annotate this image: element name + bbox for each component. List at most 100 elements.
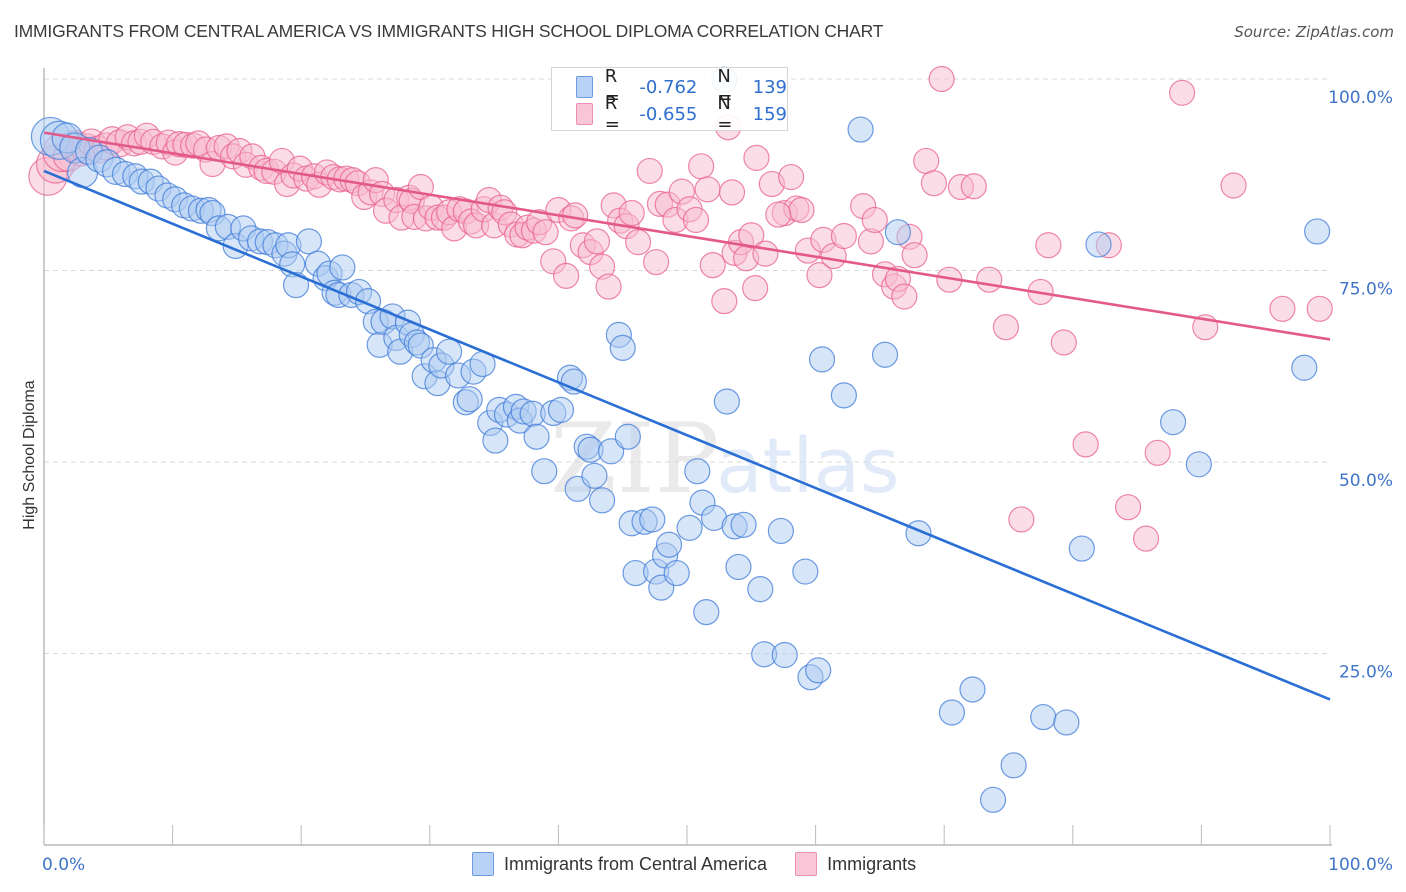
data-point: [742, 275, 769, 302]
data-point: [913, 147, 940, 175]
r-label: R =: [604, 66, 620, 108]
data-point: [1291, 354, 1318, 381]
r-value: -0.655: [639, 103, 698, 125]
legend-swatch-blue: [472, 852, 494, 876]
data-point: [847, 116, 874, 143]
data-point: [928, 65, 955, 93]
data-point: [861, 206, 888, 234]
data-point: [1035, 232, 1062, 259]
legend-swatch-pink: [576, 103, 593, 125]
data-point: [1160, 409, 1187, 436]
data-point: [1085, 231, 1112, 258]
legend-item-central-america[interactable]: Immigrants from Central America: [472, 852, 767, 876]
data-point: [830, 222, 857, 250]
data-point: [282, 271, 310, 299]
axes: [43, 68, 1332, 846]
y-tick-label: 25.0%: [1339, 663, 1393, 683]
data-point: [643, 248, 670, 276]
data-point: [560, 368, 587, 395]
data-point: [711, 288, 738, 315]
data-point: [743, 144, 770, 171]
data-point: [583, 228, 611, 255]
x-tick-labels: 0.0% 100.0%: [42, 855, 1393, 875]
data-point: [747, 576, 774, 603]
data-point: [767, 517, 794, 545]
trend-line-central-america: [43, 169, 1331, 701]
data-point: [435, 338, 463, 365]
chart-title: IMMIGRANTS FROM CENTRAL AMERICA VS IMMIG…: [14, 21, 884, 41]
data-point: [1133, 525, 1160, 552]
data-point: [884, 219, 912, 246]
data-point: [625, 229, 652, 256]
r-label: R =: [604, 93, 620, 135]
n-value: 159: [752, 103, 787, 125]
x-tick-label-max: 100.0%: [1328, 855, 1393, 875]
stats-legend: R = -0.762 N = 139 R = -0.655 N = 159: [551, 66, 788, 135]
legend-swatch-pink: [795, 852, 818, 876]
data-point: [808, 346, 836, 373]
data-point: [1144, 439, 1171, 466]
data-point: [938, 699, 966, 726]
data-point: [765, 201, 792, 228]
y-axis-label: High School Diploma: [21, 380, 38, 530]
data-point: [806, 261, 833, 289]
data-point: [523, 423, 550, 450]
data-point: [609, 334, 636, 361]
data-point: [979, 786, 1007, 813]
legend-label: Immigrants from Central America: [504, 853, 768, 874]
y-tick-label: 100.0%: [1328, 88, 1393, 108]
data-point: [1185, 451, 1212, 478]
x-tick-label-min: 0.0%: [42, 855, 85, 875]
data-point: [891, 283, 918, 310]
data-point: [976, 266, 1003, 293]
data-point: [598, 438, 625, 465]
legend-label: Immigrants: [827, 853, 917, 874]
data-point: [618, 199, 645, 227]
data-point: [688, 153, 715, 180]
data-point: [959, 676, 986, 703]
data-point: [676, 514, 703, 541]
legend-item-immigrants[interactable]: Immigrants: [795, 852, 916, 876]
stats-row-immigrants: R = -0.655 N = 159: [576, 93, 787, 135]
data-point: [482, 427, 509, 454]
data-point: [805, 657, 832, 684]
data-point: [725, 553, 752, 581]
data-point: [682, 206, 710, 234]
legend-swatch-blue: [576, 76, 593, 98]
data-point: [614, 423, 641, 450]
data-point: [663, 559, 690, 587]
data-point: [792, 558, 819, 585]
data-point: [718, 179, 746, 206]
data-point: [694, 176, 721, 203]
data-point: [547, 396, 575, 424]
data-point: [960, 173, 987, 200]
data-point: [1053, 709, 1080, 736]
data-point: [329, 254, 356, 281]
data-point: [1050, 329, 1077, 356]
data-point: [713, 388, 740, 415]
data-point: [693, 599, 720, 626]
watermark-atlas: atlas: [716, 421, 900, 510]
data-point: [1008, 506, 1035, 533]
data-point: [456, 386, 483, 413]
data-point: [1269, 295, 1296, 322]
data-point: [1000, 752, 1027, 779]
n-label: N =: [717, 66, 733, 108]
data-point: [857, 228, 884, 255]
n-label: N =: [717, 93, 733, 135]
trend-line-immigrants: [43, 131, 1331, 341]
data-point: [871, 341, 899, 368]
data-point: [788, 196, 815, 224]
data-point: [699, 252, 726, 279]
data-point: [1306, 295, 1333, 322]
data-point: [531, 458, 558, 485]
data-point: [992, 314, 1020, 341]
y-tick-label: 75.0%: [1339, 280, 1393, 300]
data-point: [1030, 703, 1057, 731]
data-point: [589, 487, 616, 514]
data-point: [1220, 172, 1247, 199]
data-point: [730, 511, 757, 538]
data-point: [1304, 218, 1331, 245]
data-point: [553, 262, 580, 289]
